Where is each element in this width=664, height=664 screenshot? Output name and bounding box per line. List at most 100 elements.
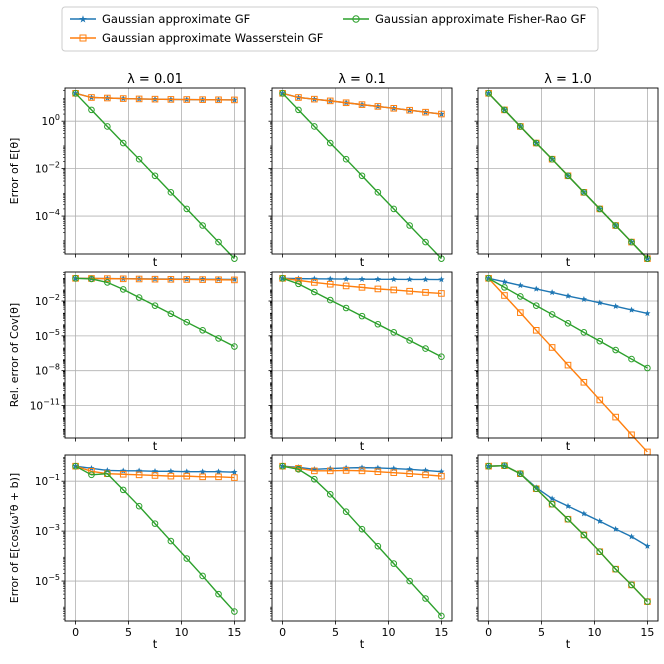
data-point-square bbox=[390, 104, 398, 112]
x-axis-label: t bbox=[153, 637, 158, 651]
axes-frame bbox=[271, 454, 453, 622]
data-point-circle bbox=[119, 286, 127, 293]
data-point-square bbox=[199, 473, 206, 481]
data-point-circle bbox=[135, 294, 143, 301]
data-point-square bbox=[167, 96, 175, 103]
data-point-square bbox=[151, 472, 159, 479]
legend-label-wasserstein: Gaussian approximate Wasserstein GF bbox=[102, 31, 323, 45]
y-tick-label: 10−11 bbox=[30, 397, 60, 412]
data-point-star bbox=[311, 275, 318, 282]
data-point-circle bbox=[311, 123, 318, 130]
data-point-star bbox=[374, 275, 382, 282]
series-line-circle bbox=[75, 465, 235, 613]
x-tick-label: 5 bbox=[125, 626, 132, 639]
y-axis-label: Rel. error of Cov[θ] bbox=[8, 303, 21, 407]
panel-r0-c0: t 100 10−2 10−4 λ = 0.01 Error of E[θ] bbox=[8, 72, 246, 269]
legend-frame bbox=[61, 6, 599, 52]
y-tick-label: 10−2 bbox=[35, 161, 60, 176]
x-axis-label: t bbox=[360, 637, 365, 651]
data-point-star bbox=[580, 296, 588, 302]
data-point-star bbox=[215, 468, 222, 475]
data-point-square bbox=[215, 473, 222, 481]
data-point-star bbox=[120, 467, 127, 474]
data-point-star bbox=[72, 275, 79, 282]
data-point-square bbox=[183, 472, 191, 480]
data-point-circle bbox=[358, 525, 366, 533]
data-point-star bbox=[135, 467, 143, 474]
data-point-square bbox=[532, 327, 540, 334]
data-point-circle bbox=[422, 238, 429, 246]
legend-entry-wasserstein: Gaussian approximate Wasserstein GF bbox=[70, 31, 323, 45]
data-point-square bbox=[564, 361, 572, 369]
data-point-circle bbox=[628, 355, 635, 363]
axes-frame bbox=[477, 87, 659, 255]
axes-frame bbox=[64, 87, 246, 255]
data-point-circle bbox=[358, 312, 366, 320]
data-point-square bbox=[135, 95, 143, 103]
data-point-circle bbox=[104, 123, 111, 130]
data-point-square bbox=[422, 471, 429, 479]
data-point-circle bbox=[326, 139, 334, 147]
y-tick-label: 10−1 bbox=[35, 473, 60, 488]
axes-frame bbox=[271, 87, 453, 255]
data-point-square bbox=[390, 286, 398, 294]
data-point-star bbox=[501, 278, 508, 285]
data-point-circle bbox=[279, 90, 286, 97]
data-point-circle bbox=[548, 311, 556, 318]
data-point-square bbox=[295, 94, 302, 101]
data-point-square bbox=[438, 110, 445, 118]
data-point-square bbox=[199, 276, 206, 283]
data-point-circle bbox=[342, 508, 350, 516]
series-line-square bbox=[282, 277, 442, 295]
data-point-circle bbox=[295, 106, 302, 114]
x-axis-label: t bbox=[153, 439, 158, 453]
data-point-square bbox=[390, 469, 398, 476]
legend-label-fisher-rao: Gaussian approximate Fisher-Rao GF bbox=[375, 12, 586, 26]
data-point-circle bbox=[167, 189, 175, 196]
data-point-square bbox=[358, 101, 366, 108]
data-point-star bbox=[422, 276, 429, 283]
data-point-square bbox=[167, 472, 175, 480]
data-point-circle bbox=[532, 139, 540, 147]
data-point-star bbox=[628, 306, 635, 313]
data-point-square bbox=[183, 276, 191, 283]
axes-frame bbox=[271, 271, 453, 439]
data-point-square bbox=[135, 275, 143, 283]
legend-square-icon bbox=[79, 34, 87, 42]
series-line-square bbox=[75, 277, 235, 281]
data-point-circle bbox=[88, 471, 95, 479]
data-point-circle bbox=[438, 353, 445, 360]
data-point-square bbox=[231, 96, 238, 104]
series-line-square bbox=[75, 465, 235, 479]
data-point-circle bbox=[295, 280, 302, 288]
legend-label-gf: Gaussian approximate GF bbox=[102, 12, 250, 26]
data-point-square bbox=[311, 279, 318, 286]
data-point-circle bbox=[104, 279, 111, 286]
data-point-circle bbox=[390, 329, 398, 336]
data-point-square bbox=[358, 284, 366, 291]
legend-entry-gf: ★ Gaussian approximate GF bbox=[70, 12, 250, 26]
x-tick-label: 5 bbox=[538, 626, 545, 639]
y-tick-label: 10−4 bbox=[35, 208, 60, 223]
data-point-circle bbox=[501, 462, 508, 469]
data-point-circle bbox=[295, 466, 302, 473]
data-point-star bbox=[88, 464, 95, 471]
axes-frame bbox=[64, 271, 246, 439]
data-point-star bbox=[580, 510, 588, 517]
series-line-square bbox=[75, 92, 235, 101]
data-point-star bbox=[548, 289, 556, 296]
data-point-star bbox=[406, 276, 413, 283]
axes-frame bbox=[477, 454, 659, 622]
data-point-circle bbox=[151, 520, 159, 527]
panel-r1-c1: t bbox=[268, 271, 453, 453]
x-tick-label: 15 bbox=[640, 626, 654, 639]
x-axis-label: t bbox=[566, 255, 571, 269]
data-point-circle bbox=[279, 462, 286, 470]
x-axis-label: t bbox=[566, 637, 571, 651]
data-point-circle bbox=[135, 155, 143, 163]
panel-r0-c2: t λ = 1.0 bbox=[474, 72, 659, 269]
panel-r0-c1: t λ = 0.1 bbox=[268, 72, 453, 269]
data-point-circle bbox=[215, 335, 222, 342]
data-point-star bbox=[533, 484, 540, 491]
